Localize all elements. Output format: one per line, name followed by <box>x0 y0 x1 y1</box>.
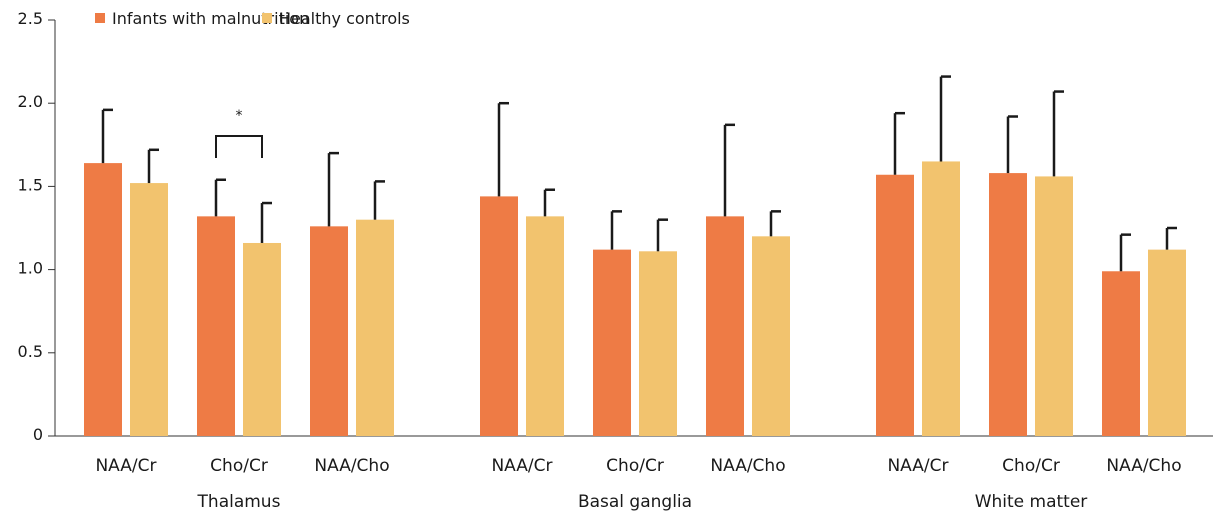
legend-label: Infants with malnutrition <box>112 9 309 28</box>
x-category-label: NAA/Cr <box>95 456 156 476</box>
x-category-label: NAA/Cho <box>710 456 785 476</box>
bar-healthy <box>1035 176 1073 436</box>
bar-healthy <box>526 216 564 436</box>
bars <box>84 161 1186 436</box>
bar-healthy <box>752 236 790 436</box>
bar-malnutrition <box>989 173 1027 436</box>
legend-swatch <box>262 13 272 23</box>
y-tick-label: 1.0 <box>18 259 43 278</box>
x-group-label: Basal ganglia <box>578 492 692 512</box>
y-tick-label: 0 <box>33 425 43 444</box>
x-category-label: NAA/Cho <box>314 456 389 476</box>
bar-healthy <box>130 183 168 436</box>
y-tick-label: 2.5 <box>18 9 43 28</box>
bar-healthy <box>356 219 394 436</box>
x-category-label: NAA/Cr <box>491 456 552 476</box>
x-category-label: Cho/Cr <box>210 456 268 476</box>
significance-bracket <box>215 135 263 158</box>
bar-malnutrition <box>197 216 235 436</box>
y-tick-label: 1.5 <box>18 175 43 194</box>
x-category-label: Cho/Cr <box>606 456 664 476</box>
annotations: * <box>215 108 263 158</box>
y-tick-label: 2.0 <box>18 92 43 111</box>
x-category-label: NAA/Cho <box>1106 456 1181 476</box>
bar-malnutrition <box>480 196 518 436</box>
x-category-label: Cho/Cr <box>1002 456 1060 476</box>
bar-malnutrition <box>876 174 914 436</box>
bar-healthy <box>243 242 281 436</box>
x-group-label: Thalamus <box>197 492 281 512</box>
bar-malnutrition <box>84 163 122 436</box>
bar-malnutrition <box>310 226 348 436</box>
legend-label: Healthy controls <box>279 9 410 28</box>
x-axis-labels: NAA/Cr Cho/Cr NAA/Cho Thalamus NAA/Cr Cho/Cr N… <box>95 456 1181 512</box>
bar-malnutrition <box>1102 271 1140 436</box>
y-tick-label: 0.5 <box>18 342 43 361</box>
significance-label: * <box>236 108 243 124</box>
bar-malnutrition <box>593 249 631 436</box>
bar-healthy <box>922 161 960 436</box>
bar-healthy <box>1148 249 1186 436</box>
bar-malnutrition <box>706 216 744 436</box>
x-group-label: White matter <box>975 492 1088 512</box>
error-bars <box>101 75 1177 272</box>
x-category-label: NAA/Cr <box>887 456 948 476</box>
legend-swatch <box>95 13 105 23</box>
bar-healthy <box>639 251 677 436</box>
